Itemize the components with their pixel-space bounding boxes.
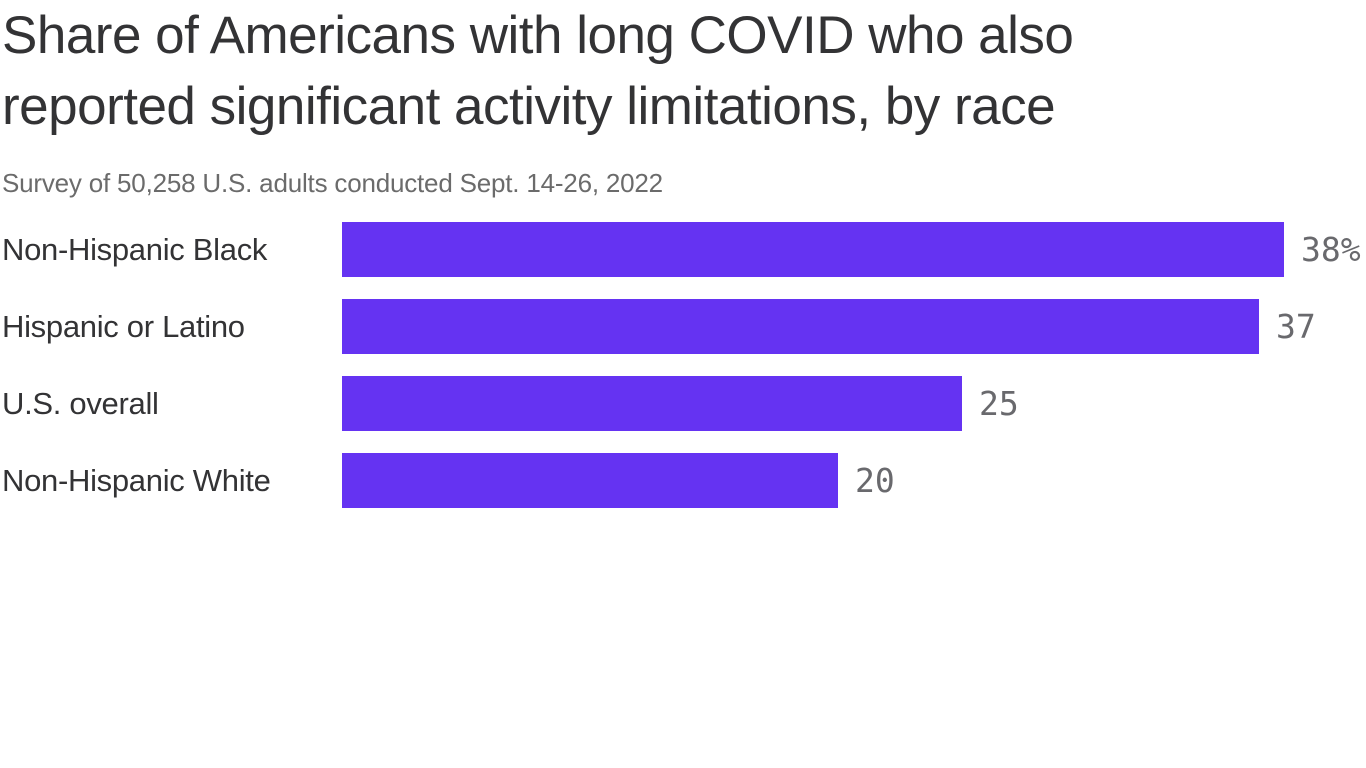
category-label: U.S. overall (2, 385, 159, 421)
value-label: 37 (1276, 307, 1316, 346)
bar-row: U.S. overall 25 (2, 376, 1366, 431)
chart-subtitle: Survey of 50,258 U.S. adults conducted S… (2, 168, 663, 198)
bar (342, 299, 1259, 354)
bar-row: Hispanic or Latino 37 (2, 299, 1366, 354)
category-label: Non-Hispanic Black (2, 231, 268, 267)
bar-chart: Non-Hispanic Black 38% Hispanic or Latin… (2, 222, 1366, 508)
bar (342, 222, 1284, 277)
bar-row: Non-Hispanic White 20 (2, 453, 1366, 508)
value-label: 20 (855, 461, 895, 500)
chart-title: Share of Americans with long COVID who a… (2, 6, 1074, 136)
bar-row: Non-Hispanic Black 38% (2, 222, 1366, 277)
category-label: Non-Hispanic White (2, 462, 271, 498)
bar (342, 376, 962, 431)
value-label: 38% (1301, 230, 1361, 269)
category-label: Hispanic or Latino (2, 308, 245, 344)
value-label: 25 (979, 384, 1019, 423)
bar (342, 453, 838, 508)
